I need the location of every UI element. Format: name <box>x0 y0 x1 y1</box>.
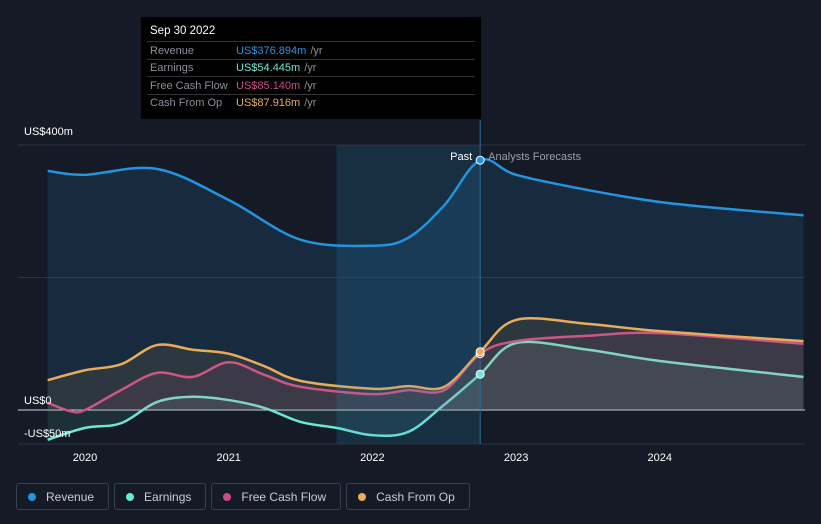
marker-cash-from-op[interactable] <box>475 347 485 357</box>
tooltip-row: Free Cash Flow US$85.140m/yr <box>147 76 475 94</box>
legend-item-revenue[interactable]: Revenue <box>16 483 110 510</box>
series-area-earnings <box>47 341 804 440</box>
tooltip-label: Cash From Op <box>150 97 223 109</box>
y-tick-label: -US$50m <box>24 428 70 440</box>
tooltip-value: US$85.140m <box>236 79 301 92</box>
legend-dot-icon <box>358 492 367 501</box>
past-highlight-overlay <box>336 145 481 444</box>
y-tick-label: US$400m <box>24 126 73 138</box>
tooltip-row: Earnings US$54.445m/yr <box>147 58 475 77</box>
tooltip: Sep 30 2022 Revenue US$376.894m/yr Earning… <box>141 17 481 119</box>
legend-dot-icon <box>28 492 36 501</box>
past-label: Past <box>450 151 472 163</box>
marker-revenue[interactable] <box>475 155 485 165</box>
marker-earnings[interactable] <box>475 369 485 379</box>
x-tick-label: 2023 <box>504 452 528 464</box>
legend-label: Earnings <box>144 489 192 504</box>
forecast-label: Analysts Forecasts <box>488 151 581 163</box>
x-tick-label: 2024 <box>648 452 672 464</box>
x-tick-label: 2022 <box>360 452 384 464</box>
series-area-cash-from-op <box>47 318 804 410</box>
tooltip-value: US$54.445m <box>236 62 301 74</box>
tooltip-label: Revenue <box>150 44 195 57</box>
legend-dot-icon <box>126 492 135 501</box>
tooltip-label: Earnings <box>150 62 194 74</box>
legend-label: Revenue <box>46 489 95 504</box>
tooltip-label: Free Cash Flow <box>150 79 228 92</box>
series-area-revenue <box>47 159 804 410</box>
x-tick-label: 2020 <box>73 452 97 464</box>
tooltip-unit: /yr <box>304 62 317 74</box>
tooltip-unit: /yr <box>310 44 323 57</box>
financials-chart: Past Analysts Forecasts US$400m US$0 -US$50m… <box>18 120 805 464</box>
x-tick-label: 2021 <box>216 452 240 464</box>
series-line-cash-from-op <box>47 317 804 391</box>
series-line-free-cash-flow <box>47 331 804 414</box>
legend-item-earnings[interactable]: Earnings <box>114 483 207 510</box>
tooltip-value: US$376.894m <box>236 44 307 57</box>
tooltip-unit: /yr <box>304 97 317 109</box>
series-line-earnings <box>47 340 804 442</box>
y-tick-label: US$0 <box>24 395 52 407</box>
tooltip-unit: /yr <box>304 79 317 92</box>
tooltip-row: Cash From Op US$87.916m/yr <box>147 93 475 112</box>
series-area-free-cash-flow <box>47 332 804 413</box>
series-line-revenue <box>47 157 804 248</box>
tooltip-row: Revenue US$376.894m/yr <box>147 41 475 59</box>
legend-label: Cash From Op <box>376 489 455 504</box>
tooltip-date: Sep 30 2022 <box>150 25 216 37</box>
legend: Revenue Earnings Free Cash Flow Cash From O… <box>16 483 470 510</box>
legend-label: Free Cash Flow <box>241 489 327 504</box>
tooltip-value: US$87.916m <box>236 97 301 109</box>
legend-dot-icon <box>223 492 232 501</box>
legend-item-free-cash-flow[interactable]: Free Cash Flow <box>211 483 342 510</box>
legend-item-cash-from-op[interactable]: Cash From Op <box>346 483 470 510</box>
